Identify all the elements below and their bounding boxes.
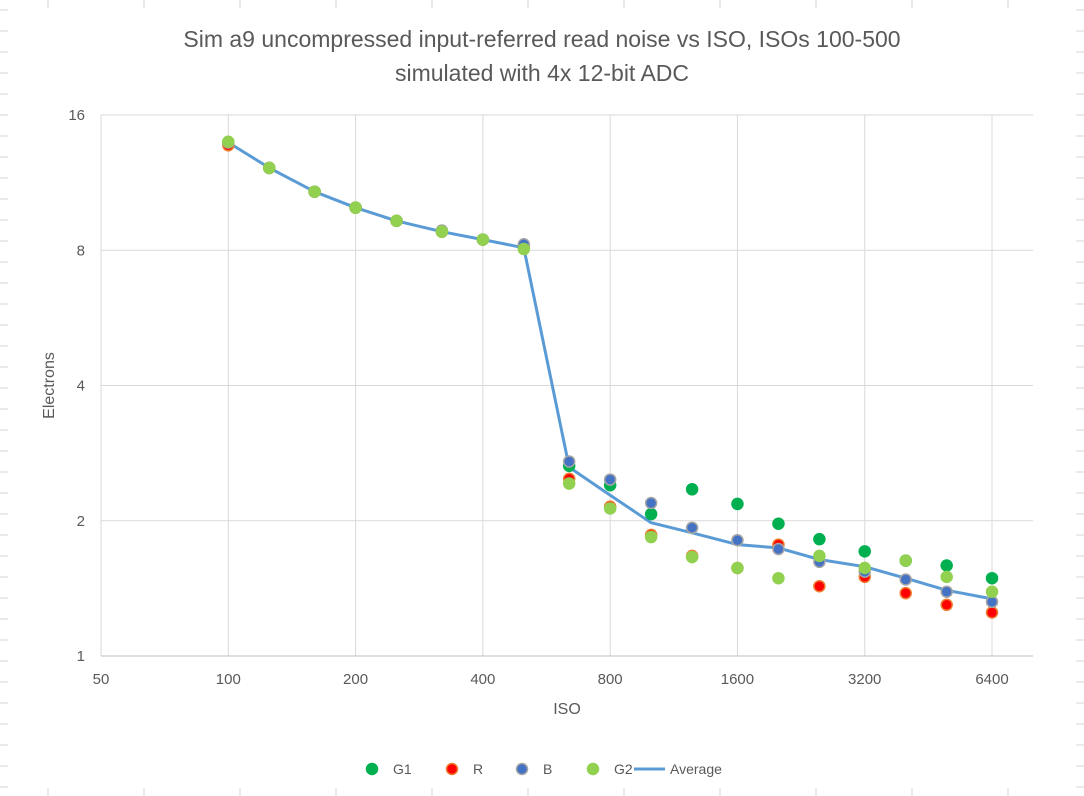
data-point-r — [813, 579, 826, 593]
y-tick-label: 1 — [77, 648, 85, 665]
data-point-b — [772, 542, 785, 556]
data-point-g2 — [940, 570, 953, 584]
legend-marker-g2 — [586, 762, 600, 776]
data-point-g2 — [644, 530, 658, 544]
data-point-g2 — [435, 225, 449, 238]
data-point-b — [644, 496, 658, 510]
y-axis-title: Electrons — [41, 352, 58, 419]
data-point-r — [940, 598, 953, 612]
legend-label: B — [543, 761, 552, 777]
x-tick-label: 1600 — [721, 671, 754, 688]
data-point-b — [685, 521, 699, 534]
legend-marker-g1 — [365, 762, 379, 776]
x-tick-label: 100 — [216, 671, 241, 688]
data-point-g2 — [476, 233, 490, 246]
data-point-g2 — [772, 571, 785, 585]
data-point-r — [985, 606, 999, 619]
data-point-g2 — [349, 201, 362, 214]
x-axis-title: ISO — [553, 701, 581, 718]
legend-marker-b — [515, 762, 529, 776]
data-point-g2 — [858, 561, 871, 575]
data-point-b — [731, 533, 744, 547]
data-point-g1 — [772, 517, 785, 530]
plot-area: 1 2 4 8 16 50 100 200 400 800 1600 3200 6400 ISO Elect… — [41, 107, 1033, 777]
y-tick-label: 2 — [77, 513, 85, 530]
legend-label: Average — [670, 761, 722, 777]
legend-label: R — [473, 761, 483, 777]
data-point-g1 — [858, 545, 871, 558]
data-point-g2 — [562, 477, 576, 490]
data-point-b — [940, 585, 953, 598]
data-point-g2 — [685, 550, 699, 564]
chart-area[interactable]: Sim a9 uncompressed input-referred read … — [8, 8, 1076, 788]
data-point-r — [899, 586, 912, 600]
y-tick-label: 4 — [77, 378, 85, 395]
y-tick-label: 8 — [77, 242, 85, 259]
data-point-g2 — [222, 135, 235, 149]
data-point-g2 — [731, 561, 744, 575]
data-point-g1 — [644, 507, 658, 521]
legend-marker-r — [445, 762, 459, 776]
data-point-g2 — [985, 585, 999, 598]
data-point-g2 — [603, 502, 617, 515]
data-point-g2 — [899, 554, 912, 567]
data-point-g2 — [390, 214, 403, 228]
x-tick-label: 200 — [343, 671, 368, 688]
legend-label: G2 — [614, 761, 633, 777]
legend-label: G1 — [393, 761, 412, 777]
data-point-g2 — [517, 242, 531, 256]
x-tick-label: 6400 — [975, 671, 1008, 688]
chart-title: Sim a9 uncompressed input-referred read … — [183, 26, 901, 52]
data-point-g2 — [308, 185, 321, 198]
data-point-b — [562, 455, 576, 468]
data-point-g1 — [731, 497, 744, 511]
data-point-g2 — [813, 549, 826, 563]
data-point-g2 — [263, 161, 276, 175]
data-point-g1 — [940, 559, 953, 572]
data-point-g1 — [813, 532, 826, 546]
data-point-b — [899, 573, 912, 586]
x-tick-label: 400 — [470, 671, 495, 688]
data-point-b — [603, 473, 617, 486]
data-point-g1 — [985, 571, 999, 585]
x-tick-label: 800 — [598, 671, 623, 688]
chart-subtitle: simulated with 4x 12-bit ADC — [394, 60, 689, 86]
data-point-g1 — [685, 483, 699, 496]
x-tick-label: 3200 — [848, 671, 881, 688]
y-tick-label: 16 — [68, 107, 85, 124]
x-tick-label: 50 — [93, 671, 110, 688]
